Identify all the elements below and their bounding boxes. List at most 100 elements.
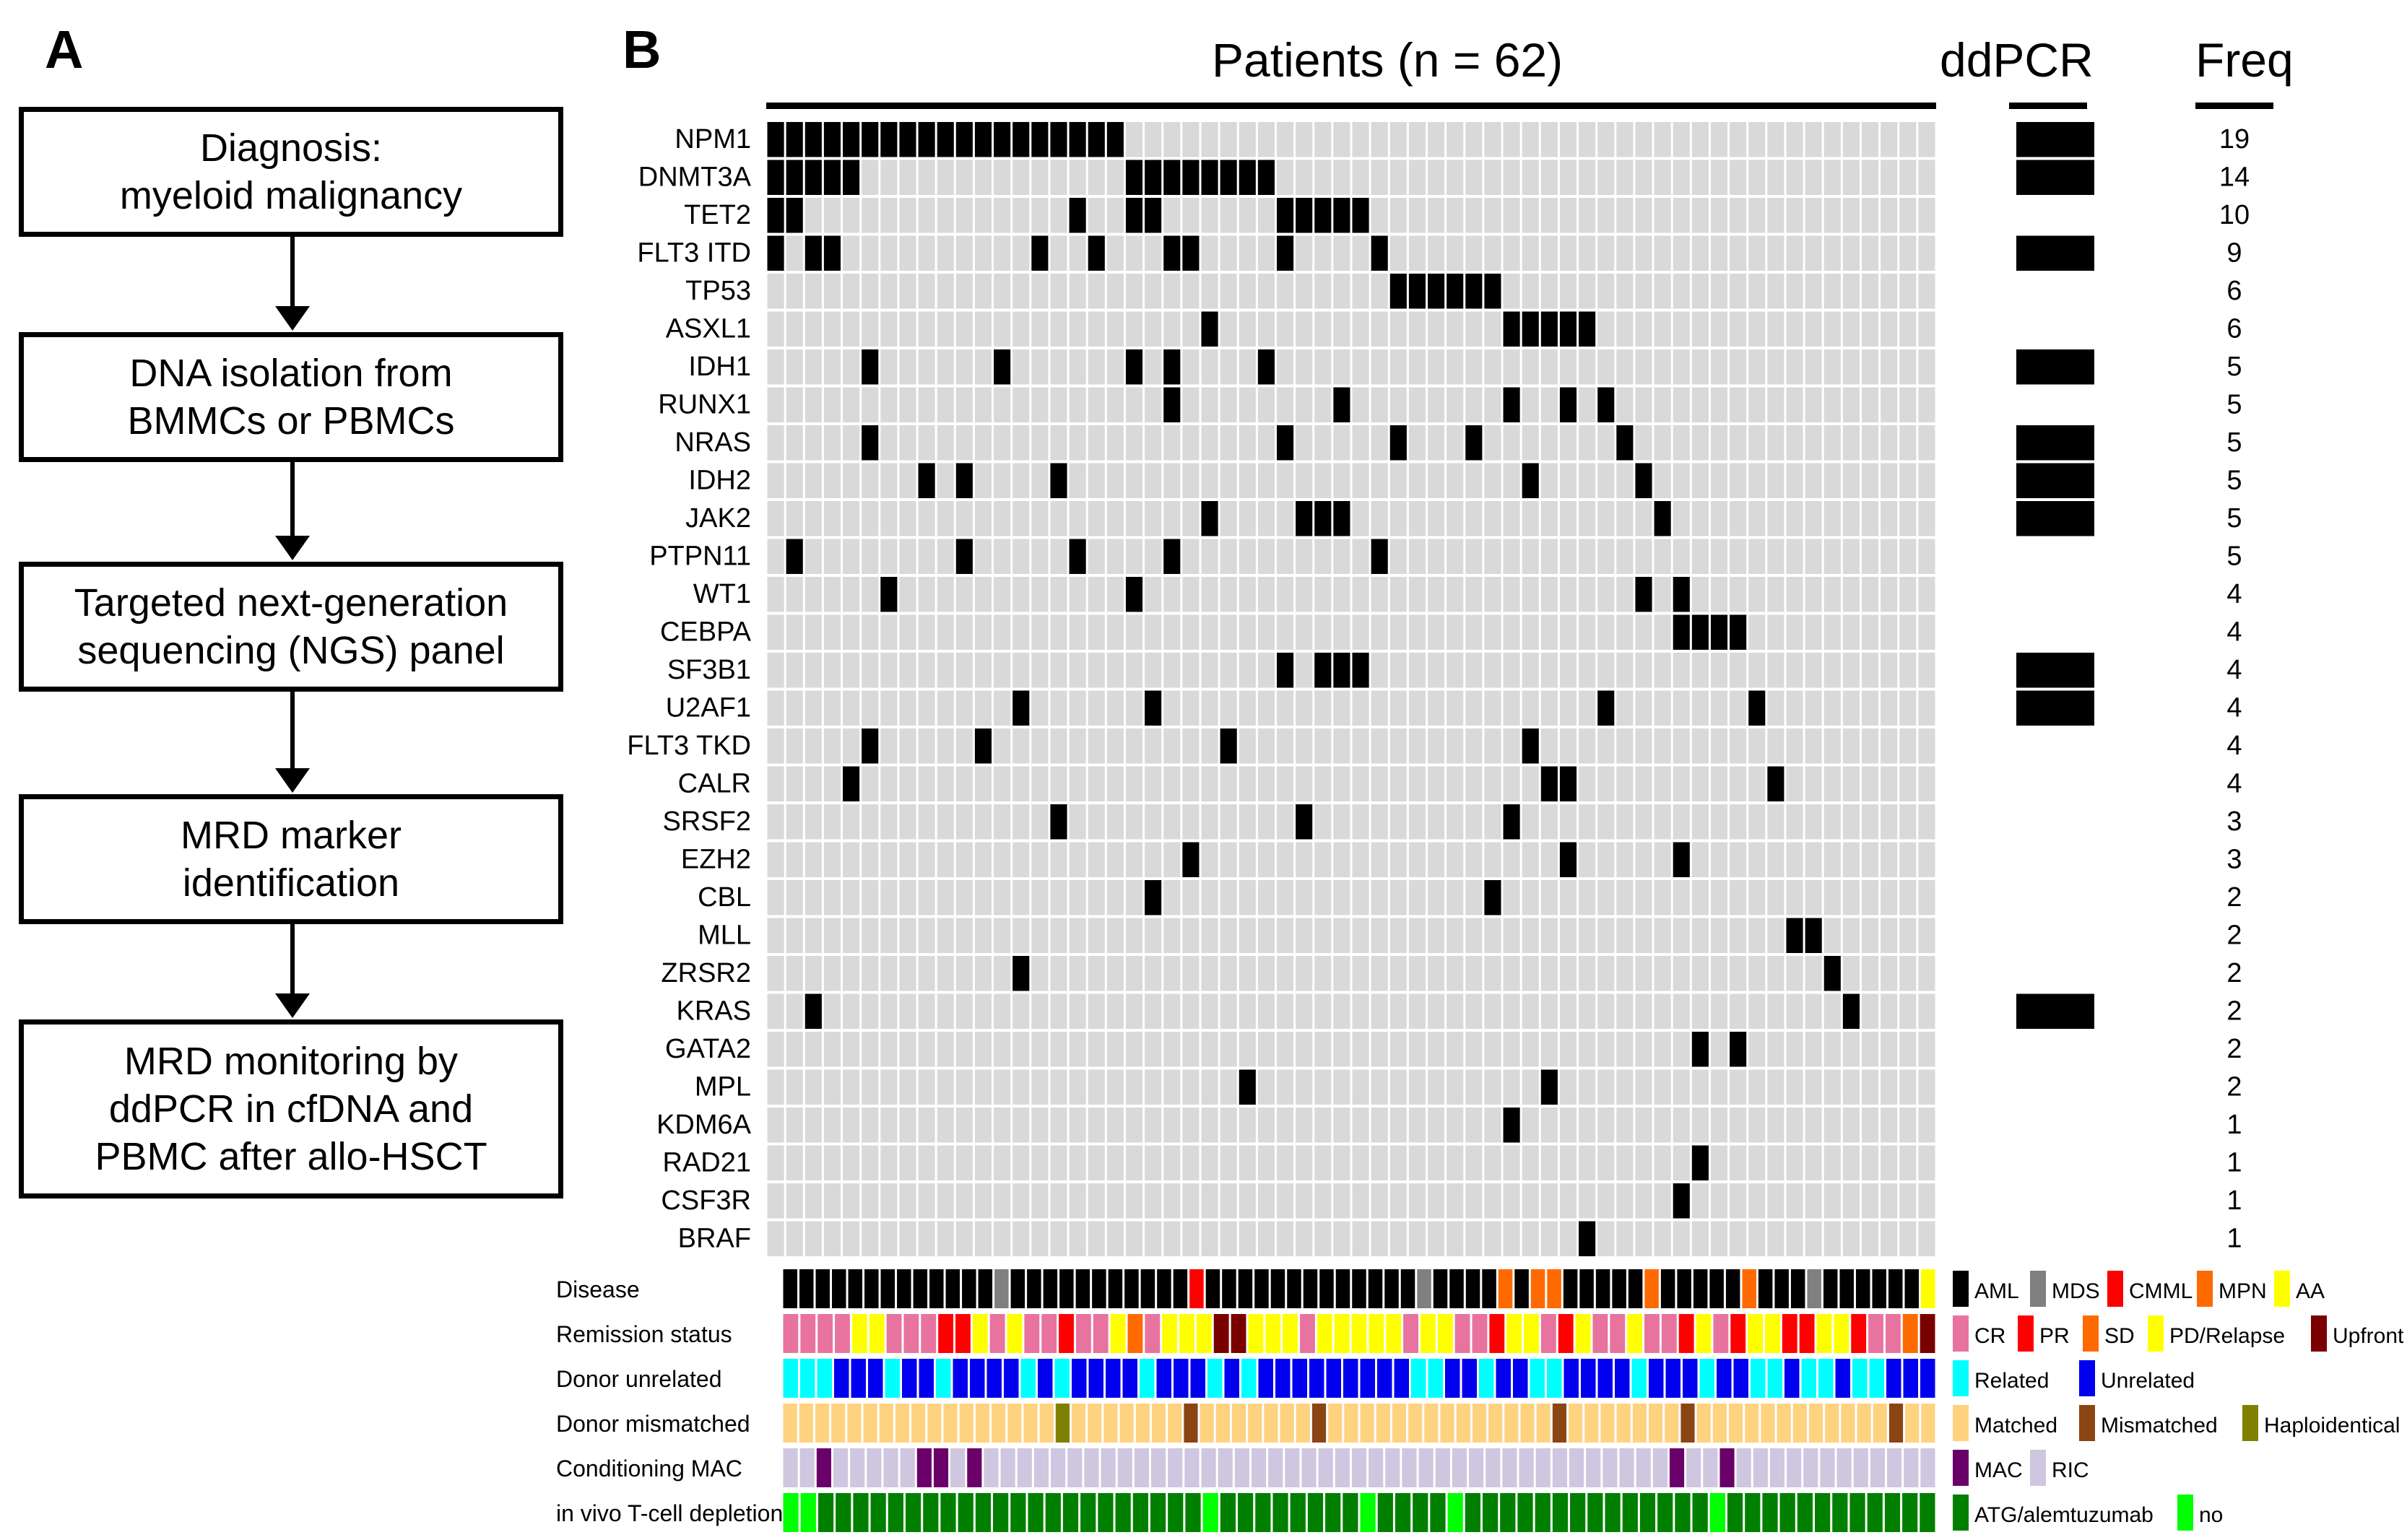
wildtype-cell [1145, 311, 1162, 347]
annotation-cell [1486, 1448, 1501, 1487]
wildtype-cell [1503, 501, 1520, 536]
wildtype-cell [1861, 463, 1879, 498]
wildtype-cell [767, 349, 784, 385]
wildtype-cell [1691, 766, 1709, 801]
wildtype-cell [1352, 690, 1369, 726]
wildtype-cell [1559, 880, 1577, 915]
mutation-cell [843, 160, 860, 195]
wildtype-cell [1257, 501, 1275, 536]
wildtype-cell [1710, 804, 1728, 840]
annotation-cell [1886, 1359, 1901, 1398]
wildtype-cell [804, 425, 822, 461]
annotation-cell [1852, 1359, 1868, 1398]
flow-step-text: BMMCs or PBMCs [127, 399, 455, 443]
wildtype-cell [1296, 766, 1313, 801]
legend-label: SD [2104, 1324, 2135, 1348]
wildtype-cell [1050, 1069, 1067, 1105]
wildtype-cell [918, 842, 935, 877]
wildtype-cell [1088, 956, 1105, 991]
annotation-cell [1885, 1314, 1901, 1353]
wildtype-cell [843, 1108, 860, 1143]
wildtype-cell [1654, 1069, 1671, 1105]
wildtype-cell [1352, 1108, 1369, 1143]
wildtype-cell [1333, 1032, 1350, 1067]
gene-label: RUNX1 [658, 389, 751, 419]
wildtype-cell [1088, 614, 1105, 650]
wildtype-cell [1428, 349, 1445, 385]
wildtype-cell [1314, 804, 1332, 840]
wildtype-cell [1389, 614, 1407, 650]
wildtype-cell [786, 1069, 803, 1105]
wildtype-cell [786, 804, 803, 840]
wildtype-cell [1881, 425, 1898, 461]
mutation-cell [955, 463, 973, 498]
annotation-cell [847, 1404, 862, 1443]
wildtype-cell [1408, 614, 1426, 650]
wildtype-cell [1296, 387, 1313, 422]
wildtype-cell [1918, 501, 1935, 536]
annotation-cell [1669, 1448, 1685, 1487]
wildtype-cell [994, 1108, 1011, 1143]
wildtype-cell [1145, 956, 1162, 991]
wildtype-cell [1447, 880, 1464, 915]
annotation-cell [1628, 1269, 1643, 1308]
wildtype-cell [1163, 1032, 1181, 1067]
wildtype-cell [918, 653, 935, 688]
wildtype-cell [1861, 728, 1879, 764]
legend-label: MDS [2052, 1279, 2100, 1303]
wildtype-cell [1389, 1069, 1407, 1105]
wildtype-cell [1786, 880, 1803, 915]
wildtype-cell [1182, 653, 1200, 688]
wildtype-cell [1408, 804, 1426, 840]
wildtype-cell [1201, 690, 1218, 726]
annotation-cell [1751, 1359, 1766, 1398]
annotation-cell [1038, 1359, 1053, 1398]
annotation-cell [911, 1404, 926, 1443]
wildtype-cell [1069, 501, 1086, 536]
mutation-cell [1163, 349, 1181, 385]
wildtype-cell [1767, 274, 1784, 309]
wildtype-cell [1635, 1108, 1652, 1143]
wildtype-cell [1730, 311, 1747, 347]
wildtype-cell [1333, 993, 1350, 1029]
wildtype-cell [1465, 349, 1483, 385]
annotation-cell [1680, 1404, 1695, 1443]
mutation-cell [767, 198, 784, 233]
legend-swatch [2148, 1315, 2164, 1352]
mutation-cell [1296, 501, 1313, 536]
wildtype-cell [1559, 349, 1577, 385]
wildtype-cell [1106, 311, 1124, 347]
annotation-cell [783, 1314, 799, 1353]
wildtype-cell [1239, 425, 1256, 461]
wildtype-cell [1899, 614, 1917, 650]
wildtype-cell [767, 690, 784, 726]
wildtype-cell [823, 198, 841, 233]
wildtype-cell [1899, 387, 1917, 422]
annotation-cell [1103, 1404, 1118, 1443]
wildtype-cell [1899, 311, 1917, 347]
wildtype-cell [918, 804, 935, 840]
wildtype-cell [1031, 311, 1049, 347]
wildtype-cell [1088, 539, 1105, 574]
wildtype-cell [1201, 728, 1218, 764]
wildtype-cell [994, 198, 1011, 233]
wildtype-cell [1691, 956, 1709, 991]
wildtype-cell [1201, 274, 1218, 309]
wildtype-cell [1447, 1145, 1464, 1180]
annotation-cell [1657, 1493, 1673, 1532]
wildtype-cell [1522, 918, 1539, 953]
patients-title: Patients (n = 62) [1212, 33, 1564, 87]
wildtype-cell [1654, 539, 1671, 574]
frequency-value: 19 [2219, 124, 2250, 155]
wildtype-cell [1220, 539, 1237, 574]
wildtype-cell [1050, 1032, 1067, 1067]
annotation-cell [1569, 1404, 1583, 1443]
wildtype-cell [1616, 387, 1634, 422]
legend-swatch [2079, 1405, 2095, 1441]
wildtype-cell [1597, 918, 1615, 953]
wildtype-cell [1447, 577, 1464, 612]
wildtype-cell [974, 198, 992, 233]
wildtype-cell [1842, 1108, 1860, 1143]
annotation-cell [1820, 1448, 1835, 1487]
annotation-cell [919, 1359, 934, 1398]
